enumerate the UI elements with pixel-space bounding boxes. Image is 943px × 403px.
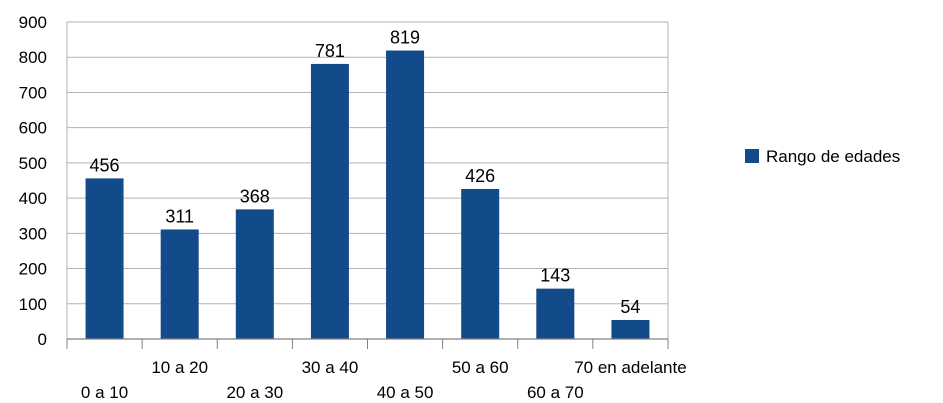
data-labels: 456 311 368 781 819 426 143 54 <box>90 28 641 317</box>
bars <box>85 50 650 340</box>
x-axis-categories: 0 a 10 10 a 20 20 a 30 30 a 40 40 a 50 50 a 6… <box>81 358 687 402</box>
bar <box>386 50 425 339</box>
data-label: 819 <box>390 28 420 48</box>
data-label: 311 <box>165 206 194 226</box>
data-label: 426 <box>465 166 495 186</box>
y-tick-label: 200 <box>19 260 47 279</box>
x-category-label: 40 a 50 <box>377 383 434 402</box>
y-tick-label: 300 <box>19 224 47 243</box>
x-category-label: 0 a 10 <box>81 383 128 402</box>
y-tick-label: 700 <box>19 83 47 102</box>
data-label: 143 <box>540 266 570 286</box>
data-label: 781 <box>315 41 345 61</box>
y-tick-label: 900 <box>19 13 47 32</box>
legend-label: Rango de edades <box>766 147 900 166</box>
x-category-label: 30 a 40 <box>302 358 359 377</box>
bar <box>85 178 124 339</box>
x-category-label: 20 a 30 <box>226 383 283 402</box>
data-label: 456 <box>90 155 120 175</box>
x-category-label: 70 en adelante <box>574 358 687 377</box>
bar <box>235 209 274 339</box>
y-tick-label: 600 <box>19 119 47 138</box>
x-category-label: 60 a 70 <box>527 383 584 402</box>
legend-swatch <box>745 149 759 163</box>
bar <box>536 288 575 339</box>
y-tick-label: 500 <box>19 154 47 173</box>
y-tick-label: 800 <box>19 48 47 67</box>
bar <box>611 319 650 339</box>
data-label: 368 <box>240 186 270 206</box>
legend: Rango de edades <box>745 147 900 166</box>
y-axis-ticks: 0 100 200 300 400 500 600 700 800 900 <box>19 13 47 349</box>
bar <box>461 188 500 339</box>
gridlines <box>66 21 669 339</box>
data-label: 54 <box>620 297 640 317</box>
x-category-label: 50 a 60 <box>452 358 509 377</box>
y-tick-label: 400 <box>19 189 47 208</box>
y-tick-label: 0 <box>38 330 47 349</box>
bar <box>160 229 199 339</box>
bar <box>310 63 349 340</box>
x-category-label: 10 a 20 <box>151 358 208 377</box>
x-axis <box>66 338 669 349</box>
y-tick-label: 100 <box>19 295 47 314</box>
